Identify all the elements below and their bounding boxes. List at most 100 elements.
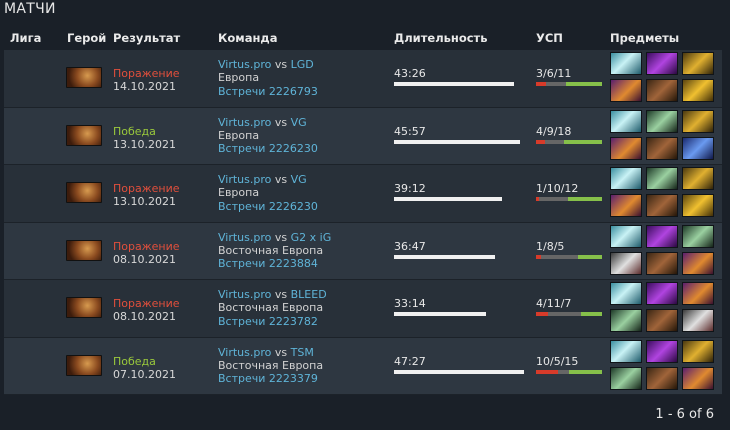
match-date: 08.10.2021	[113, 252, 176, 266]
kda-bar-assists	[566, 82, 602, 86]
duration-bar	[394, 197, 502, 201]
team-link[interactable]: Virtus.pro	[218, 288, 272, 301]
opponent-link[interactable]: VG	[290, 115, 307, 129]
team-link[interactable]: Virtus.pro	[218, 58, 272, 71]
vs-label: vs	[274, 345, 288, 359]
meetings-link[interactable]: Встречи 2223782	[218, 314, 318, 328]
hero-portrait-icon[interactable]	[66, 354, 102, 376]
meetings-link[interactable]: Встречи 2226230	[218, 142, 318, 156]
kda-value: 1/10/12	[536, 182, 579, 195]
items-grid	[610, 167, 716, 219]
team-cell: Virtus.pro vs TSM Восточная Европа Встре…	[218, 346, 323, 386]
result-status: Поражение	[113, 182, 180, 195]
duration-value: 45:57	[394, 124, 426, 138]
team-link[interactable]: Virtus.pro	[218, 230, 272, 244]
ethereal-blade-icon[interactable]	[610, 224, 642, 248]
team-link[interactable]: Virtus.pro	[218, 345, 272, 359]
match-row[interactable]: Поражение 14.10.2021 Virtus.pro vs LGD Е…	[4, 50, 722, 108]
team-cell: Virtus.pro vs VG Европа Встречи 2226230	[218, 116, 318, 156]
dagon-icon[interactable]	[646, 224, 678, 248]
column-header-duration[interactable]: Длительность	[394, 31, 488, 45]
boots-icon[interactable]	[646, 79, 678, 102]
opponent-link[interactable]: BLEED	[290, 288, 327, 301]
boots-icon[interactable]	[646, 309, 678, 332]
kda-bar	[536, 82, 602, 86]
boots-icon[interactable]	[646, 251, 678, 275]
match-row[interactable]: Победа 07.10.2021 Virtus.pro vs TSM Вост…	[4, 337, 722, 395]
team-link[interactable]: Virtus.pro	[218, 173, 272, 186]
gem-icon[interactable]	[610, 194, 642, 217]
hero-portrait-icon[interactable]	[66, 124, 102, 146]
gem-icon[interactable]	[610, 136, 642, 160]
team-cell: Virtus.pro vs G2 x iG Восточная Европа В…	[218, 231, 331, 271]
kda-value: 4/11/7	[536, 297, 572, 310]
axe-icon[interactable]	[682, 309, 714, 332]
spear-icon[interactable]	[682, 224, 714, 248]
spear-icon[interactable]	[646, 167, 678, 190]
match-row[interactable]: Победа 13.10.2021 Virtus.pro vs VG Европ…	[4, 107, 722, 165]
spear-icon[interactable]	[646, 109, 678, 133]
duration-value: 47:27	[394, 354, 426, 368]
column-header-league[interactable]: Лига	[10, 31, 42, 45]
opponent-link[interactable]: LGD	[290, 58, 314, 71]
kda-bar	[536, 197, 602, 201]
butterfly-icon[interactable]	[682, 167, 714, 190]
ethereal-blade-icon[interactable]	[610, 167, 642, 190]
column-header-hero[interactable]: Герой	[67, 31, 107, 45]
duration-bar	[394, 139, 520, 144]
hero-portrait-icon[interactable]	[66, 182, 102, 203]
team-link[interactable]: Virtus.pro	[218, 115, 272, 129]
butterfly-icon[interactable]	[682, 339, 714, 363]
hero-portrait-icon[interactable]	[66, 239, 102, 261]
hand-of-midas-icon[interactable]	[682, 194, 714, 217]
result-cell: Победа 13.10.2021	[113, 125, 176, 151]
butterfly-icon[interactable]	[682, 109, 714, 133]
ethereal-blade-icon[interactable]	[610, 282, 642, 305]
boots-icon[interactable]	[646, 194, 678, 217]
match-row[interactable]: Поражение 08.10.2021 Virtus.pro vs G2 x …	[4, 222, 722, 280]
spear-icon[interactable]	[610, 366, 642, 390]
column-header-team[interactable]: Команда	[218, 31, 278, 45]
gem-icon[interactable]	[610, 79, 642, 102]
meetings-link[interactable]: Встречи 2223379	[218, 372, 318, 386]
hero-portrait-icon[interactable]	[66, 297, 102, 318]
boots-icon[interactable]	[646, 366, 678, 390]
match-row[interactable]: Поражение 08.10.2021 Virtus.pro vs BLEED…	[4, 280, 722, 338]
spear-icon[interactable]	[610, 309, 642, 332]
column-header-result[interactable]: Результат	[113, 31, 181, 45]
ethereal-blade-icon[interactable]	[610, 339, 642, 363]
items-grid	[610, 109, 716, 162]
opponent-link[interactable]: G2 x iG	[290, 230, 332, 244]
column-header-items[interactable]: Предметы	[610, 31, 680, 45]
match-row[interactable]: Поражение 13.10.2021 Virtus.pro vs VG Ев…	[4, 165, 722, 223]
dagon-icon[interactable]	[646, 52, 678, 75]
gem-icon[interactable]	[682, 282, 714, 305]
meetings-link[interactable]: Встречи 2226793	[218, 84, 318, 98]
meetings-link[interactable]: Встречи 2223884	[218, 257, 318, 271]
opponent-link[interactable]: TSM	[290, 345, 314, 359]
opponent-link[interactable]: VG	[290, 173, 307, 186]
ethereal-blade-icon[interactable]	[610, 109, 642, 133]
dagon-icon[interactable]	[646, 282, 678, 305]
boots-icon[interactable]	[646, 136, 678, 160]
duration-value: 39:12	[394, 182, 426, 195]
dagon-icon[interactable]	[646, 339, 678, 363]
column-header-kda[interactable]: УСП	[536, 31, 563, 45]
gem-icon[interactable]	[682, 366, 714, 390]
ethereal-blade-icon[interactable]	[610, 52, 642, 75]
aghanim-scepter-icon[interactable]	[682, 136, 714, 160]
match-date: 14.10.2021	[113, 80, 176, 93]
meetings-link[interactable]: Встречи 2226230	[218, 199, 318, 213]
kda-value: 3/6/11	[536, 67, 572, 80]
kda-bar-kills	[536, 254, 541, 259]
duration-bar	[394, 369, 524, 374]
kda-bar	[536, 254, 602, 259]
axe-icon[interactable]	[610, 251, 642, 275]
butterfly-icon[interactable]	[682, 52, 714, 75]
gem-icon[interactable]	[682, 251, 714, 275]
kda-value: 10/5/15	[536, 354, 579, 368]
hand-of-midas-icon[interactable]	[682, 79, 714, 102]
header-bar: МАТЧИ	[0, 0, 730, 22]
hero-portrait-icon[interactable]	[66, 67, 102, 88]
region-label: Восточная Европа	[218, 301, 324, 315]
